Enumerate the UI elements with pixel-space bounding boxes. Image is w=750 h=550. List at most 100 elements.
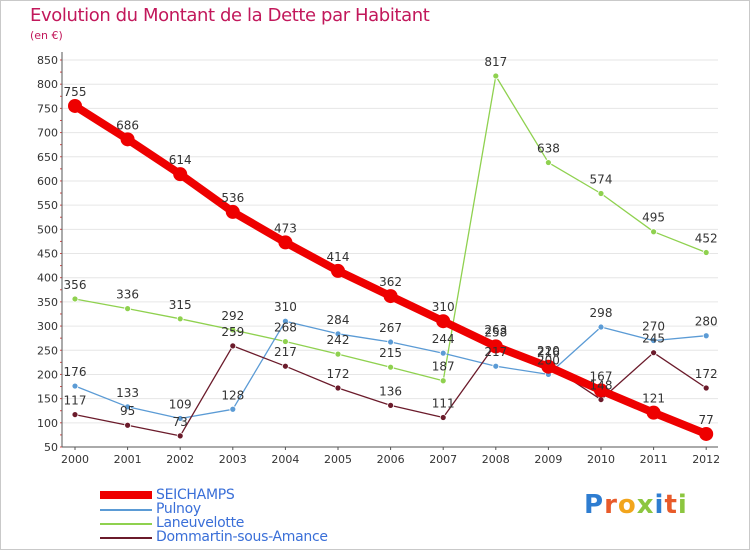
x-tick-label: 2012 [692,453,720,466]
x-tick-label: 2005 [324,453,352,466]
data-label: 128 [221,388,244,402]
y-tick-label: 300 [37,320,58,333]
y-tick-label: 200 [37,368,58,381]
y-tick-label: 150 [37,393,58,406]
data-point [646,405,661,420]
data-label: 77 [699,413,714,427]
data-point [597,323,605,331]
data-label: 117 [64,394,87,408]
x-tick-label: 2006 [377,453,405,466]
data-label: 244 [432,332,455,346]
data-point [334,350,342,358]
x-tick-label: 2001 [114,453,142,466]
unit-label: (en €) [30,29,63,42]
data-label: 258 [484,325,507,339]
data-point [597,190,605,197]
x-tick-label: 2000 [61,453,89,466]
y-tick-label: 500 [37,223,58,236]
data-point [439,414,447,421]
legend-label: SEICHAMPS [156,487,235,503]
y-tick-label: 750 [37,102,58,115]
data-label: 259 [221,325,244,339]
data-label: 284 [327,313,350,327]
data-label: 638 [537,142,560,156]
data-point [545,159,552,166]
x-tick-label: 2009 [534,453,562,466]
data-label: 121 [642,392,665,406]
data-label: 686 [116,118,139,132]
logo-letter: t [664,490,678,520]
data-point [439,349,447,357]
data-point [71,411,79,418]
data-label: 310 [432,300,455,314]
data-point [176,432,184,440]
data-label: 216 [537,346,560,360]
x-tick-label: 2011 [640,453,668,466]
data-label: 263 [484,323,507,337]
data-label: 176 [64,365,87,379]
data-point [383,289,398,304]
data-label: 220 [537,344,560,358]
data-point [229,405,237,413]
data-label: 280 [695,315,718,329]
data-point [281,317,289,325]
data-point [334,330,342,338]
data-label: 136 [379,384,402,398]
data-point [597,396,605,403]
data-label: 473 [274,221,297,235]
data-point [702,332,710,340]
x-tick-label: 2003 [219,453,247,466]
data-label: 167 [590,369,613,383]
logo-letter: o [617,490,637,520]
data-label: 133 [116,386,139,400]
y-tick-label: 800 [37,78,58,91]
legend-swatch [100,523,152,525]
data-label: 172 [695,367,718,381]
data-point [124,403,131,411]
data-point [436,314,451,329]
data-label: 356 [64,278,87,292]
data-point [176,315,184,323]
data-point [334,384,342,392]
data-point [650,228,657,236]
data-label: 310 [274,300,297,314]
data-point [120,132,135,147]
logo-letter: i [677,490,688,520]
data-point [278,235,293,250]
x-tick-label: 2002 [166,453,194,466]
y-tick-label: 450 [37,248,58,261]
data-label: 217 [484,345,507,359]
data-label: 172 [327,367,350,381]
data-point [650,337,657,344]
data-label: 245 [642,332,665,346]
data-label: 495 [642,211,665,225]
data-point [702,384,710,392]
data-label: 817 [484,55,507,69]
data-point [281,362,289,370]
data-label: 242 [327,333,350,347]
data-label: 111 [432,396,455,410]
data-label: 574 [590,173,613,187]
data-label: 73 [173,415,188,429]
data-label: 200 [537,353,560,367]
y-tick-label: 400 [37,272,58,285]
data-point [594,383,608,398]
data-label: 755 [64,85,87,99]
data-label: 268 [274,321,297,335]
data-label: 292 [221,309,244,323]
data-label: 536 [221,191,244,205]
data-point [225,204,240,219]
y-tick-label: 850 [37,54,58,67]
data-point [650,349,657,357]
data-label: 95 [120,404,135,418]
data-point [68,98,82,113]
y-tick-label: 700 [37,127,58,140]
logo-letter: r [604,490,618,520]
legend-swatch [100,509,152,511]
data-point [281,338,289,345]
data-point [176,415,184,422]
x-tick-label: 2004 [271,453,299,466]
data-label: 215 [379,346,402,360]
data-point [541,359,556,374]
data-label: 614 [169,153,192,167]
